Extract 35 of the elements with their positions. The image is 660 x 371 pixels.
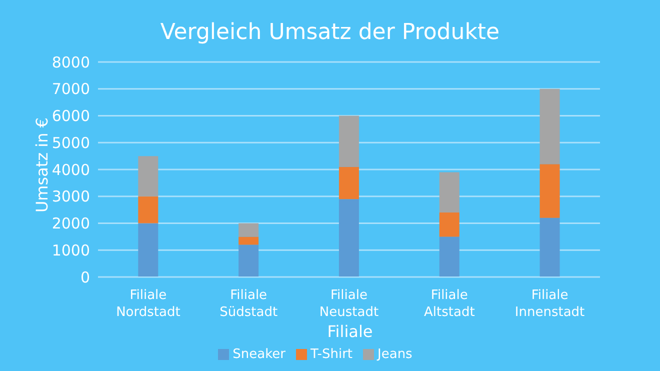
bar: [540, 164, 560, 218]
bar: [338, 116, 359, 167]
bar: [238, 236, 259, 245]
bar: [439, 236, 460, 277]
bar: [138, 223, 158, 277]
x-tick-label: Filiale Nordstadt: [116, 288, 180, 320]
legend-label: T-Shirt: [310, 347, 353, 362]
y-tick-label: 3000: [52, 188, 90, 206]
bar: [138, 156, 158, 196]
y-tick-label: 1000: [52, 241, 90, 260]
x-tick-label: Filiale Südstadt: [220, 288, 278, 320]
bar: [540, 88, 560, 164]
x-tick-label: Filiale Neustadt: [319, 288, 379, 320]
bar: [238, 223, 259, 237]
bar: [138, 196, 158, 224]
y-tick-label: 0: [80, 268, 90, 286]
y-tick-label: 5000: [52, 134, 90, 152]
y-axis-title: Umsatz in €: [32, 117, 52, 213]
bar: [439, 172, 460, 212]
bar: [540, 218, 560, 277]
x-tick-label: Filiale Innenstadt: [514, 288, 585, 320]
chart-title: Vergleich Umsatz der Produkte: [159, 20, 501, 45]
bar: [238, 244, 259, 277]
y-tick-label: 8000: [52, 53, 90, 72]
bar: [338, 166, 359, 200]
y-tick-label: 2000: [52, 214, 90, 233]
bar: [439, 212, 460, 237]
legend-label: Sneaker: [232, 347, 286, 362]
y-tick-label: 6000: [52, 107, 90, 126]
x-tick-label: Filiale Altstadt: [424, 288, 475, 320]
y-tick-label: 4000: [52, 160, 90, 179]
x-axis-title: Filiale: [326, 322, 374, 341]
legend-label: Jeans: [378, 347, 412, 362]
bar: [338, 199, 359, 277]
y-tick-label: 7000: [52, 80, 90, 98]
